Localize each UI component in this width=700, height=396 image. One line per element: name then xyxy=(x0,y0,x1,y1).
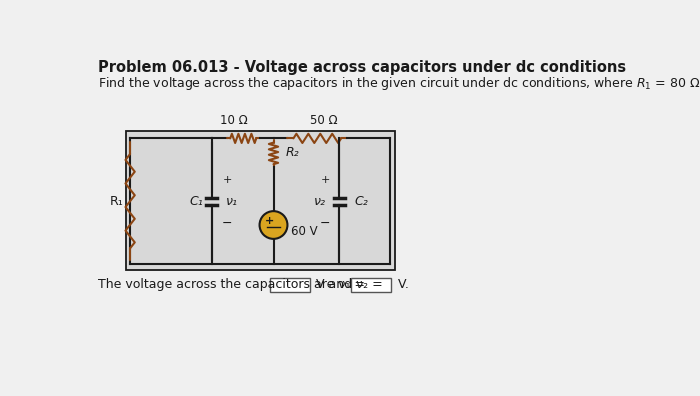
Text: C₂: C₂ xyxy=(355,195,369,208)
Text: V and ν₂ =: V and ν₂ = xyxy=(312,278,387,291)
Text: 60 V: 60 V xyxy=(290,225,317,238)
Text: +: + xyxy=(321,175,330,185)
Text: 10 Ω: 10 Ω xyxy=(220,114,248,127)
Bar xyxy=(270,278,310,291)
Text: The voltage across the capacitors are ν₁ =: The voltage across the capacitors are ν₁… xyxy=(98,278,370,291)
Text: +: + xyxy=(265,216,274,226)
Text: +: + xyxy=(223,175,232,185)
Bar xyxy=(126,131,395,270)
Text: V.: V. xyxy=(393,278,409,291)
Text: 50 Ω: 50 Ω xyxy=(309,114,337,127)
Text: ν₁: ν₁ xyxy=(225,195,237,208)
Text: Problem 06.013 - Voltage across capacitors under dc conditions: Problem 06.013 - Voltage across capacito… xyxy=(98,60,626,75)
Text: R₁: R₁ xyxy=(109,195,123,208)
Circle shape xyxy=(260,211,288,239)
Text: Find the voltage across the capacitors in the given circuit under dc conditions,: Find the voltage across the capacitors i… xyxy=(98,75,700,92)
Text: R₂: R₂ xyxy=(286,146,300,159)
Text: C₁: C₁ xyxy=(189,195,203,208)
Text: −: − xyxy=(320,217,330,230)
Bar xyxy=(351,278,391,291)
Text: −: − xyxy=(222,217,232,230)
Text: ν₂: ν₂ xyxy=(314,195,326,208)
